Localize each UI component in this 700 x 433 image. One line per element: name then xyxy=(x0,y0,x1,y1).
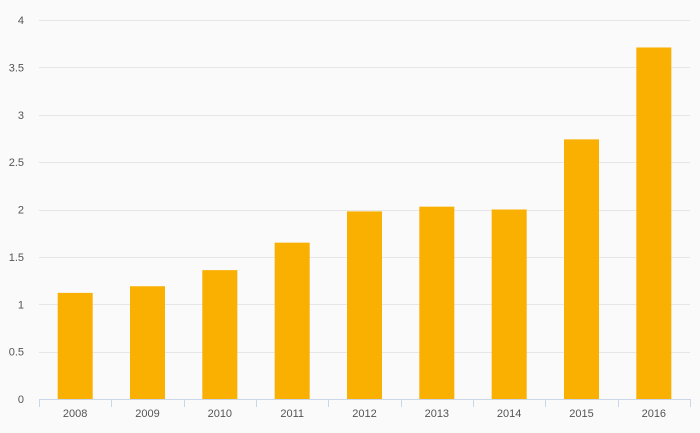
bar-2010 xyxy=(202,270,238,399)
x-axis-labels: 2008 2009 2010 2011 2012 2013 2014 2015 2016 xyxy=(63,408,666,420)
x-tick-label: 2008 xyxy=(63,408,87,420)
y-tick-label: 0.5 xyxy=(9,347,24,359)
y-tick-label: 3 xyxy=(18,110,24,122)
bar-2016 xyxy=(636,47,672,399)
bar-2012 xyxy=(347,211,382,399)
bar-2009 xyxy=(130,286,165,399)
x-tick-label: 2009 xyxy=(135,408,159,420)
bar-2014 xyxy=(491,209,527,399)
y-tick-label: 2.5 xyxy=(9,157,24,169)
x-tick-label: 2016 xyxy=(642,408,666,420)
y-tick-label: 2 xyxy=(18,205,24,217)
y-tick-label: 1 xyxy=(18,299,24,311)
y-tick-label: 3.5 xyxy=(9,62,24,74)
x-tick-label: 2014 xyxy=(497,408,521,420)
x-tick-label: 2010 xyxy=(208,408,232,420)
bar-2013 xyxy=(419,206,455,399)
y-axis-labels: 0 0.5 1 1.5 2 2.5 3 3.5 4 xyxy=(9,15,24,406)
y-tick-label: 0 xyxy=(18,394,24,406)
bar-2015 xyxy=(564,139,599,399)
x-axis xyxy=(39,399,691,407)
y-tick-label: 4 xyxy=(18,15,24,27)
bar-2008 xyxy=(57,292,93,399)
x-tick-label: 2013 xyxy=(425,408,449,420)
x-tick-label: 2015 xyxy=(569,408,593,420)
y-tick-label: 1.5 xyxy=(9,252,24,264)
x-tick-label: 2011 xyxy=(280,408,304,420)
x-tick-label: 2012 xyxy=(352,408,376,420)
bars xyxy=(57,47,672,399)
bar-2011 xyxy=(274,242,310,399)
